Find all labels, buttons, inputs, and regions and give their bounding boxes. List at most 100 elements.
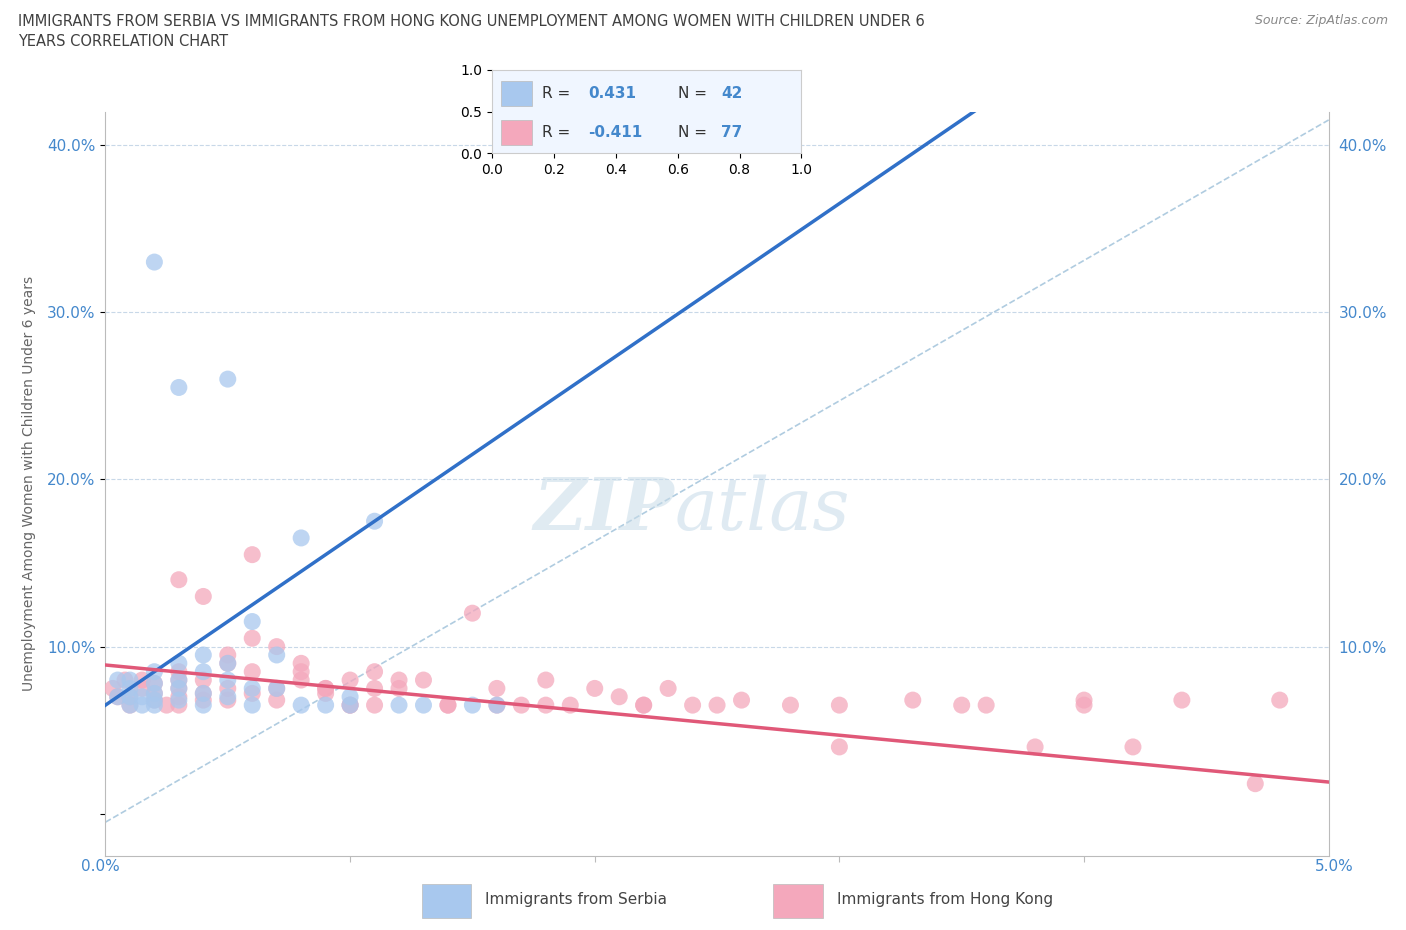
Point	[388, 681, 411, 696]
Point	[901, 693, 924, 708]
Point	[240, 664, 263, 679]
Point	[217, 693, 239, 708]
Point	[118, 672, 141, 687]
Text: IMMIGRANTS FROM SERBIA VS IMMIGRANTS FROM HONG KONG UNEMPLOYMENT AMONG WOMEN WIT: IMMIGRANTS FROM SERBIA VS IMMIGRANTS FRO…	[18, 14, 925, 29]
Point	[1122, 739, 1144, 754]
FancyBboxPatch shape	[773, 884, 823, 918]
Point	[217, 372, 239, 387]
Point	[217, 647, 239, 662]
Point	[290, 656, 312, 671]
Text: Immigrants from Serbia: Immigrants from Serbia	[485, 892, 666, 908]
Text: 5.0%: 5.0%	[1315, 859, 1353, 874]
Text: YEARS CORRELATION CHART: YEARS CORRELATION CHART	[18, 34, 228, 49]
Point	[1073, 693, 1095, 708]
Point	[437, 698, 460, 712]
Point	[633, 698, 655, 712]
Point	[534, 698, 557, 712]
Point	[412, 698, 434, 712]
Text: atlas: atlas	[675, 474, 849, 545]
Point	[534, 672, 557, 687]
Point	[315, 686, 337, 701]
Point	[240, 681, 263, 696]
Point	[167, 672, 190, 687]
Point	[682, 698, 704, 712]
Point	[217, 672, 239, 687]
Point	[363, 513, 385, 528]
Point	[1268, 693, 1291, 708]
Point	[193, 698, 215, 712]
Point	[143, 255, 166, 270]
Point	[101, 681, 124, 696]
Point	[167, 572, 190, 587]
Point	[560, 698, 582, 712]
Point	[143, 698, 166, 712]
Point	[974, 698, 997, 712]
Point	[266, 639, 288, 654]
FancyBboxPatch shape	[502, 81, 533, 106]
Point	[118, 698, 141, 712]
FancyBboxPatch shape	[422, 884, 471, 918]
Point	[143, 693, 166, 708]
Text: N =: N =	[678, 125, 711, 140]
Point	[107, 689, 129, 704]
Point	[437, 698, 460, 712]
FancyBboxPatch shape	[502, 120, 533, 145]
Point	[167, 672, 190, 687]
Point	[266, 647, 288, 662]
Point	[107, 689, 129, 704]
Point	[193, 686, 215, 701]
Point	[1073, 698, 1095, 712]
Point	[706, 698, 728, 712]
Point	[485, 681, 508, 696]
Point	[193, 589, 215, 604]
Point	[730, 693, 752, 708]
Point	[217, 689, 239, 704]
Text: ZIP: ZIP	[533, 474, 675, 545]
Point	[167, 681, 190, 696]
Point	[1171, 693, 1194, 708]
Point	[828, 698, 851, 712]
Point	[633, 698, 655, 712]
Point	[339, 698, 361, 712]
Point	[485, 698, 508, 712]
Point	[339, 698, 361, 712]
Point	[461, 605, 484, 620]
Point	[193, 647, 215, 662]
Point	[167, 656, 190, 671]
Point	[315, 681, 337, 696]
Point	[461, 698, 484, 712]
Text: N =: N =	[678, 86, 711, 100]
Point	[388, 698, 411, 712]
Point	[107, 672, 129, 687]
Y-axis label: Unemployment Among Women with Children Under 6 years: Unemployment Among Women with Children U…	[22, 276, 37, 691]
Point	[167, 693, 190, 708]
Point	[315, 698, 337, 712]
Text: 42: 42	[721, 86, 742, 100]
Point	[193, 686, 215, 701]
Point	[657, 681, 679, 696]
Point	[143, 676, 166, 691]
Point	[240, 631, 263, 645]
Point	[131, 698, 153, 712]
Point	[339, 689, 361, 704]
Point	[131, 672, 153, 687]
Point	[118, 689, 141, 704]
Point	[131, 689, 153, 704]
Point	[266, 693, 288, 708]
Point	[315, 681, 337, 696]
Point	[828, 739, 851, 754]
Point	[266, 681, 288, 696]
Point	[167, 698, 190, 712]
Point	[167, 664, 190, 679]
Point	[1024, 739, 1046, 754]
Point	[412, 672, 434, 687]
Text: 0.431: 0.431	[588, 86, 636, 100]
Point	[114, 672, 136, 687]
Point	[167, 689, 190, 704]
Point	[131, 681, 153, 696]
Point	[193, 693, 215, 708]
Point	[240, 614, 263, 629]
Point	[143, 664, 166, 679]
Point	[217, 656, 239, 671]
Point	[193, 672, 215, 687]
